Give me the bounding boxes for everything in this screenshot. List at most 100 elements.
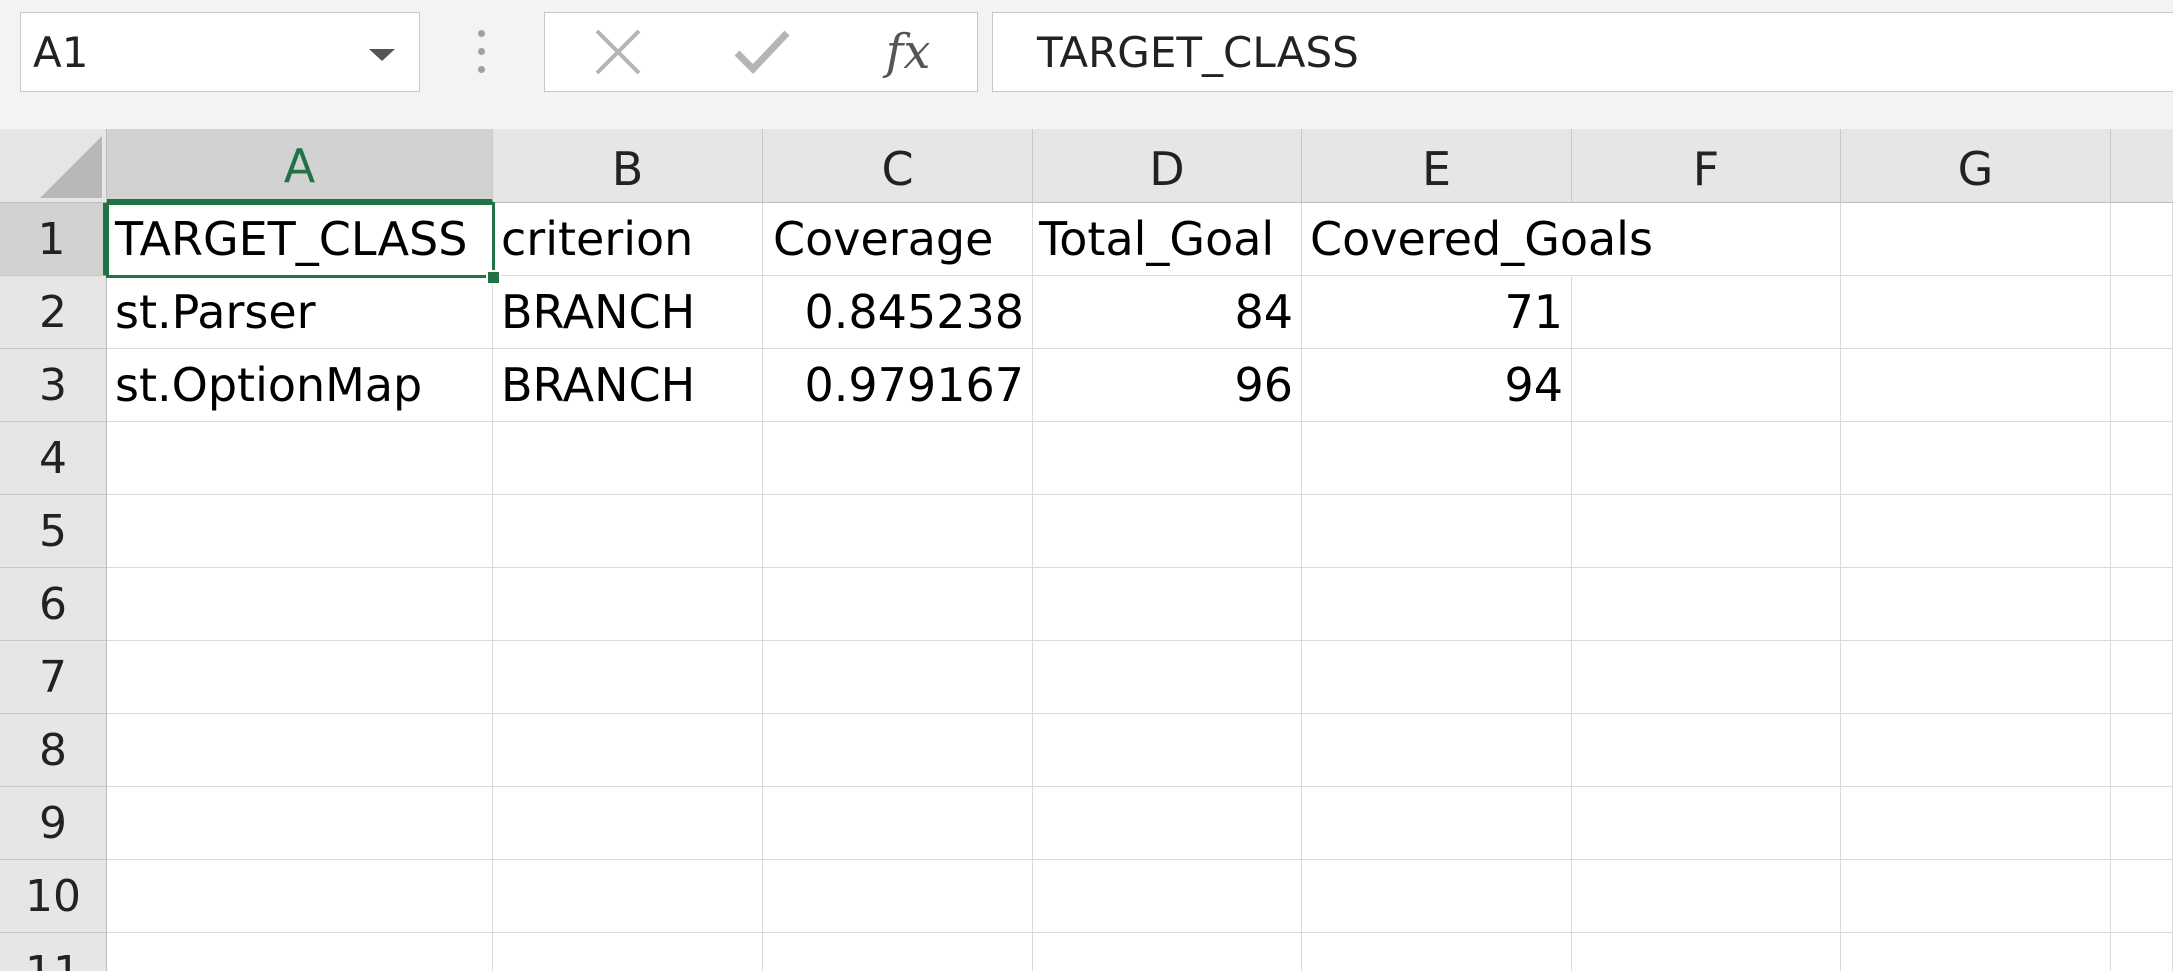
cell-e4[interactable] [1302,422,1572,495]
cell-c11[interactable] [763,933,1033,971]
cell-e1[interactable]: Covered_Goals [1302,203,1653,276]
cell-b2[interactable]: BRANCH [493,276,763,349]
cell-h2[interactable] [2111,276,2173,349]
cell-d3[interactable]: 96 [1033,349,1302,422]
cell-c1[interactable]: Coverage [763,203,1033,276]
row-header-5[interactable]: 5 [0,495,107,568]
row-header-11[interactable]: 11 [0,933,107,971]
cell-b4[interactable] [493,422,763,495]
cell-b10[interactable] [493,860,763,933]
column-header-f[interactable]: F [1572,129,1841,203]
row-header-4[interactable]: 4 [0,422,107,495]
row-header-2[interactable]: 2 [0,276,107,349]
column-header-e[interactable]: E [1302,129,1572,203]
select-all-button[interactable] [0,129,107,203]
cell-c5[interactable] [763,495,1033,568]
cell-b8[interactable] [493,714,763,787]
cell-a11[interactable] [107,933,493,971]
row-header-7[interactable]: 7 [0,641,107,714]
column-header-g[interactable]: G [1841,129,2111,203]
cell-d11[interactable] [1033,933,1302,971]
cell-f1[interactable] [1572,203,1841,276]
cell-a9[interactable] [107,787,493,860]
insert-function-button[interactable]: fx [863,13,953,91]
row-header-6[interactable]: 6 [0,568,107,641]
cell-f6[interactable] [1572,568,1841,641]
cell-c2[interactable]: 0.845238 [763,276,1033,349]
cell-d2[interactable]: 84 [1033,276,1302,349]
cell-c7[interactable] [763,641,1033,714]
cell-a3[interactable]: st.OptionMap [107,349,493,422]
cell-d8[interactable] [1033,714,1302,787]
cell-h9[interactable] [2111,787,2173,860]
enter-button[interactable] [717,13,807,91]
cell-c8[interactable] [763,714,1033,787]
chevron-down-icon[interactable] [369,49,395,61]
cell-g1[interactable] [1841,203,2111,276]
cell-e7[interactable] [1302,641,1572,714]
name-box[interactable]: A1 [20,12,420,92]
cell-e11[interactable] [1302,933,1572,971]
cell-g6[interactable] [1841,568,2111,641]
cell-e9[interactable] [1302,787,1572,860]
cell-g11[interactable] [1841,933,2111,971]
cell-f8[interactable] [1572,714,1841,787]
cell-e3[interactable]: 94 [1302,349,1572,422]
cell-b9[interactable] [493,787,763,860]
column-header-h-partial[interactable] [2111,129,2173,203]
cell-b11[interactable] [493,933,763,971]
cell-c3[interactable]: 0.979167 [763,349,1033,422]
formula-input[interactable]: TARGET_CLASS [992,12,2173,92]
cell-a4[interactable] [107,422,493,495]
cell-f10[interactable] [1572,860,1841,933]
column-header-d[interactable]: D [1033,129,1302,203]
cell-e8[interactable] [1302,714,1572,787]
cell-b6[interactable] [493,568,763,641]
cell-d10[interactable] [1033,860,1302,933]
cell-g10[interactable] [1841,860,2111,933]
cell-d4[interactable] [1033,422,1302,495]
cell-h7[interactable] [2111,641,2173,714]
cell-f2[interactable] [1572,276,1841,349]
cell-g2[interactable] [1841,276,2111,349]
cell-h6[interactable] [2111,568,2173,641]
cell-g7[interactable] [1841,641,2111,714]
cell-h10[interactable] [2111,860,2173,933]
cell-a7[interactable] [107,641,493,714]
cell-h1[interactable] [2111,203,2173,276]
cell-f3[interactable] [1572,349,1841,422]
cell-a5[interactable] [107,495,493,568]
cell-g5[interactable] [1841,495,2111,568]
row-header-10[interactable]: 10 [0,860,107,933]
cell-e2[interactable]: 71 [1302,276,1572,349]
cell-h5[interactable] [2111,495,2173,568]
cell-e6[interactable] [1302,568,1572,641]
cell-e10[interactable] [1302,860,1572,933]
cancel-button[interactable] [573,13,663,91]
cell-d6[interactable] [1033,568,1302,641]
cell-a6[interactable] [107,568,493,641]
cell-a1[interactable]: TARGET_CLASS [107,203,493,276]
cell-h8[interactable] [2111,714,2173,787]
cell-b5[interactable] [493,495,763,568]
cell-a8[interactable] [107,714,493,787]
cell-g3[interactable] [1841,349,2111,422]
cell-c9[interactable] [763,787,1033,860]
cell-f4[interactable] [1572,422,1841,495]
column-header-c[interactable]: C [763,129,1033,203]
fill-handle[interactable] [486,270,501,285]
cell-d9[interactable] [1033,787,1302,860]
cell-d1[interactable]: Total_Goal [1033,203,1302,276]
column-header-b[interactable]: B [493,129,763,203]
row-header-8[interactable]: 8 [0,714,107,787]
cell-g4[interactable] [1841,422,2111,495]
cell-h11[interactable] [2111,933,2173,971]
cell-d5[interactable] [1033,495,1302,568]
cell-c10[interactable] [763,860,1033,933]
cell-c6[interactable] [763,568,1033,641]
cell-b1[interactable]: criterion [493,203,763,276]
cell-f5[interactable] [1572,495,1841,568]
row-header-1[interactable]: 1 [0,203,107,276]
column-header-a[interactable]: A [107,129,493,203]
cell-g9[interactable] [1841,787,2111,860]
